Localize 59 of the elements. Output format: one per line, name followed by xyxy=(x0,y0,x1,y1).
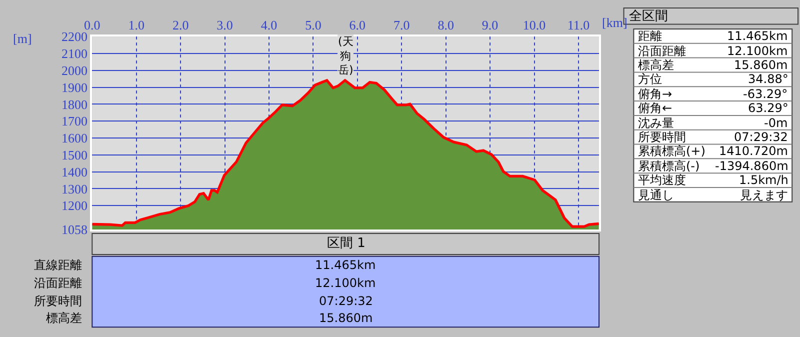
y-tick-label: 1600 xyxy=(62,130,88,146)
text: 1.5km/h xyxy=(739,173,788,187)
y-tick-label: 2100 xyxy=(62,46,88,62)
category-label: 累積標高(-) xyxy=(638,159,700,173)
y-axis-title: [m] xyxy=(13,31,32,46)
text: 12.100km xyxy=(727,44,788,58)
x-tick-label: 7.0 xyxy=(394,17,410,32)
category-label: 方位 xyxy=(638,72,662,86)
category-label: 標高差 xyxy=(46,311,82,325)
x-tick-label: 10.0 xyxy=(522,17,546,32)
text: 07:29:32 xyxy=(734,130,788,144)
y-tick-label: 1300 xyxy=(62,181,88,196)
category-label: 俯角← xyxy=(638,101,672,115)
x-tick-label: 11.0 xyxy=(567,17,590,32)
text: 07:29:32 xyxy=(319,294,373,308)
text: 15.860m xyxy=(734,58,788,72)
category-label: 所要時間 xyxy=(638,130,686,144)
text: 15.860m xyxy=(319,311,373,325)
y-tick-label: 1200 xyxy=(62,198,88,214)
text: 63.29° xyxy=(748,101,788,115)
x-tick-label: 1.0 xyxy=(128,17,144,32)
x-axis-title: [km] xyxy=(602,15,628,30)
y-tick-label: 1800 xyxy=(62,96,88,112)
x-tick-label: 8.0 xyxy=(438,17,454,32)
x-tick-label: 4.0 xyxy=(260,17,278,32)
y-tick-label: 2000 xyxy=(62,62,88,78)
text: -0m xyxy=(764,116,788,130)
x-tick-label: 3.0 xyxy=(216,17,233,32)
category-label: 見通し xyxy=(638,188,674,202)
text: 全区間 xyxy=(629,9,668,24)
text: 11.465km xyxy=(727,29,788,43)
text: 12.100km xyxy=(315,276,376,290)
category-label: 直線距離 xyxy=(34,258,82,272)
x-tick-label: 6.0 xyxy=(349,17,366,32)
text: 区間 1 xyxy=(327,236,366,251)
x-tick-label: 9.0 xyxy=(482,17,498,32)
y-tick-label: 1400 xyxy=(62,164,88,180)
y-tick-label: 1700 xyxy=(62,114,88,129)
text: -63.29° xyxy=(743,87,788,101)
text: 1410.720m xyxy=(719,144,788,158)
category-label: 標高差 xyxy=(638,58,674,72)
category-label: 所要時間 xyxy=(34,294,82,308)
y-tick-label: 1058 xyxy=(62,222,88,238)
text: 11.465km xyxy=(315,258,376,272)
text: 見えます xyxy=(740,188,788,202)
annotation: (天狗岳) xyxy=(338,35,354,77)
y-tick-label: 1900 xyxy=(62,80,88,95)
y-tick-label: 1500 xyxy=(62,147,88,162)
category-label: 距離 xyxy=(638,29,662,43)
category-label: 平均速度 xyxy=(638,173,686,187)
x-tick-label: 2.0 xyxy=(172,17,189,32)
text: 34.88° xyxy=(748,72,788,86)
category-label: 沿面距離 xyxy=(34,276,82,290)
category-label: 累積標高(+) xyxy=(638,144,706,158)
category-label: 俯角→ xyxy=(638,87,672,101)
category-label: 沈み量 xyxy=(638,116,674,130)
text: -1394.860m xyxy=(715,159,788,173)
category-label: 沿面距離 xyxy=(638,44,686,58)
x-tick-label: 5.0 xyxy=(305,17,322,32)
